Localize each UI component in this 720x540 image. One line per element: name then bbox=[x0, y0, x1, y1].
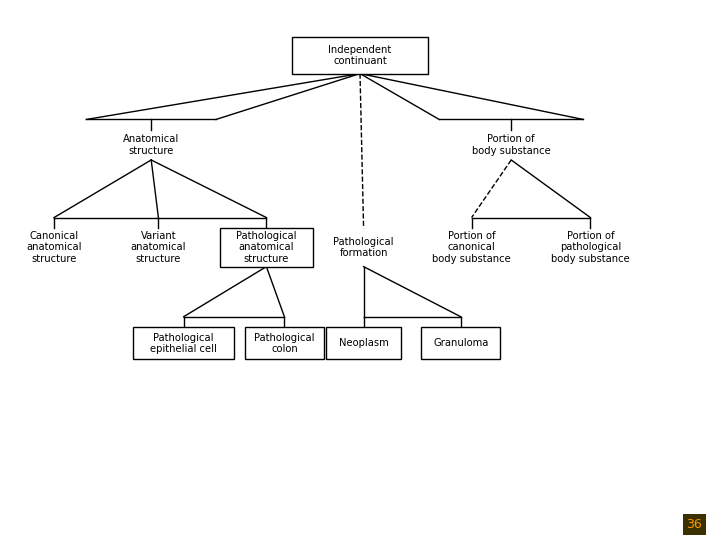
Text: Independent
continuant: Independent continuant bbox=[328, 45, 392, 66]
Text: Pathological
formation: Pathological formation bbox=[333, 237, 394, 258]
Text: Portion of
canonical
body substance: Portion of canonical body substance bbox=[432, 231, 511, 264]
FancyBboxPatch shape bbox=[325, 327, 402, 360]
Text: Pathological
colon: Pathological colon bbox=[254, 333, 315, 354]
FancyBboxPatch shape bbox=[220, 228, 313, 267]
Text: Smith B, Ceusters W, Kumar A, Rosse C. On Carcinomas and
Other Pathological Enti: Smith B, Ceusters W, Kumar A, Rosse C. O… bbox=[18, 449, 503, 504]
FancyBboxPatch shape bbox=[133, 327, 234, 360]
Text: Portion of
pathological
body substance: Portion of pathological body substance bbox=[551, 231, 630, 264]
Text: Canonical
anatomical
structure: Canonical anatomical structure bbox=[26, 231, 82, 264]
FancyBboxPatch shape bbox=[292, 37, 428, 73]
Text: Pathological
epithelial cell: Pathological epithelial cell bbox=[150, 333, 217, 354]
FancyBboxPatch shape bbox=[421, 327, 500, 360]
Text: Anatomical
structure: Anatomical structure bbox=[123, 134, 179, 156]
Text: Variant
anatomical
structure: Variant anatomical structure bbox=[130, 231, 186, 264]
Text: Neoplasm: Neoplasm bbox=[338, 339, 389, 348]
Text: 36: 36 bbox=[686, 518, 702, 531]
Text: Pathological
anatomical
structure: Pathological anatomical structure bbox=[236, 231, 297, 264]
Text: Portion of
body substance: Portion of body substance bbox=[472, 134, 551, 156]
FancyBboxPatch shape bbox=[245, 327, 324, 360]
Text: Granuloma: Granuloma bbox=[433, 339, 488, 348]
